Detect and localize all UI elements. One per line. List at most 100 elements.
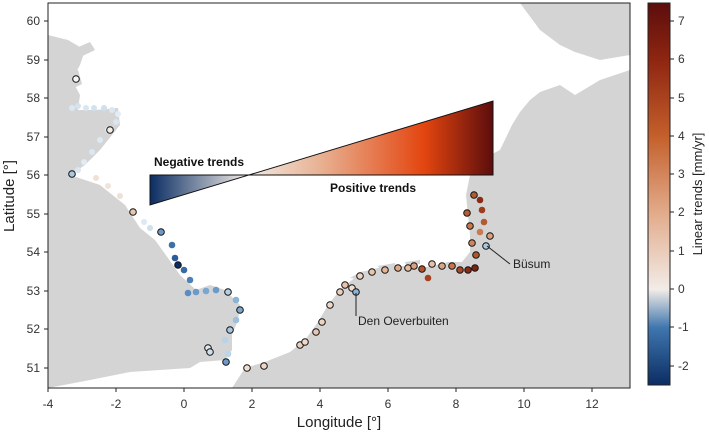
x-tick-8: 12 — [585, 388, 599, 411]
coast-trend-marker — [75, 103, 81, 109]
y-tick-0: 60 — [27, 14, 48, 28]
station-marker — [468, 239, 476, 247]
station-marker — [476, 196, 484, 204]
coast-trend-marker — [141, 219, 147, 225]
station-marker — [72, 75, 80, 83]
colorbar-tick-label: -2 — [678, 359, 689, 373]
y-axis-title: Latitude [°] — [1, 160, 18, 232]
station-marker — [174, 261, 182, 269]
station-marker — [157, 228, 165, 236]
annotations: Büsum Den Oeverbuiten — [355, 245, 550, 328]
x-tick-label: 4 — [317, 397, 324, 411]
station-marker — [318, 318, 326, 326]
y-tick-label: 55 — [27, 207, 41, 221]
colorbar-tick-label: -1 — [678, 320, 689, 334]
land-orkney — [62, 70, 82, 90]
station-marker — [168, 241, 176, 249]
trend-wedge — [149, 100, 494, 206]
cb-tick-1: 6 — [670, 52, 685, 66]
x-tick-label: 0 — [181, 397, 188, 411]
coast-trend-marker — [69, 105, 75, 111]
colorbar-tick-label: 7 — [678, 14, 685, 28]
station-marker — [463, 209, 471, 217]
station-marker — [232, 316, 240, 324]
x-tick-6: 8 — [453, 388, 460, 411]
station-marker — [471, 264, 479, 272]
station-marker — [301, 338, 309, 346]
station-marker — [480, 218, 488, 226]
cb-tick-6: 1 — [670, 244, 685, 258]
map-frame — [47, 2, 631, 389]
x-tick-5: 6 — [385, 388, 392, 411]
station-marker — [226, 326, 234, 334]
station-marker — [428, 260, 436, 268]
station-marker — [202, 287, 210, 295]
x-axis: -4 -2 0 2 4 6 8 10 12 Longitude [°] — [43, 388, 599, 431]
station-marker — [171, 254, 179, 262]
busum-leader-line — [486, 245, 511, 265]
station-marker — [464, 266, 472, 274]
trend-wedge-legend: Negative trends Positive trends — [149, 100, 494, 206]
station-marker — [236, 306, 244, 314]
coast-trend-marker — [105, 183, 111, 189]
station-marker — [394, 264, 402, 272]
station-marker — [341, 281, 349, 289]
y-tick-label: 53 — [27, 284, 41, 298]
cb-tick-2: 5 — [670, 91, 685, 105]
y-tick-4: 56 — [27, 168, 48, 182]
coast-trend-marker — [83, 105, 89, 111]
cb-tick-0: 7 — [670, 14, 685, 28]
coast-trend-marker — [117, 193, 123, 199]
station-marker — [232, 296, 240, 304]
y-tick-label: 57 — [27, 130, 41, 144]
y-axis: 60 59 58 57 56 55 54 53 52 51 Latitude [… — [1, 14, 48, 375]
busum-label: Büsum — [513, 257, 550, 271]
x-tick-3: 2 — [249, 388, 256, 411]
station-marker — [106, 126, 114, 134]
x-axis-title: Longitude [°] — [297, 414, 381, 431]
station-marker — [129, 208, 137, 216]
y-tick-7: 53 — [27, 284, 48, 298]
coast-trend-marker — [93, 175, 99, 181]
y-tick-label: 54 — [27, 245, 41, 259]
station-marker — [243, 364, 251, 372]
cb-tick-8: -1 — [670, 320, 689, 334]
cb-tick-7: 0 — [670, 282, 685, 296]
y-tick-5: 55 — [27, 207, 48, 221]
station-marker — [260, 362, 268, 370]
x-tick-7: 10 — [517, 388, 531, 411]
station-marker — [472, 251, 480, 259]
colorbar-tick-label: 0 — [678, 282, 685, 296]
colorbar-tick-label: 5 — [678, 91, 685, 105]
station-marker — [336, 288, 344, 296]
x-tick-1: -2 — [111, 388, 122, 411]
x-tick-label: 8 — [453, 397, 460, 411]
colorbar-tick-label: 2 — [678, 205, 685, 219]
y-tick-label: 56 — [27, 168, 41, 182]
cb-tick-5: 2 — [670, 205, 685, 219]
station-marker — [192, 288, 200, 296]
station-marker — [224, 350, 232, 358]
colorbar-tick-label: 4 — [678, 129, 685, 143]
station-marker — [424, 274, 432, 282]
land-great-britain — [48, 35, 240, 388]
station-marker — [212, 286, 220, 294]
station-marker — [466, 222, 474, 230]
colorbar-tick-label: 6 — [678, 52, 685, 66]
y-tick-9: 51 — [27, 361, 48, 375]
colorbar-tick-label: 3 — [678, 167, 685, 181]
coast-trend-marker — [97, 137, 103, 143]
station-marker — [222, 358, 230, 366]
positive-trends-label: Positive trends — [330, 181, 416, 195]
y-tick-label: 51 — [27, 361, 41, 375]
y-tick-1: 59 — [27, 53, 48, 67]
land-layer — [48, 3, 630, 388]
station-marker — [356, 272, 364, 280]
station-marker — [221, 336, 229, 344]
colorbar-gradient — [647, 2, 671, 386]
y-tick-label: 59 — [27, 53, 41, 67]
station-marker — [206, 348, 214, 356]
y-tick-label: 58 — [27, 91, 41, 105]
x-tick-4: 4 — [317, 388, 324, 411]
